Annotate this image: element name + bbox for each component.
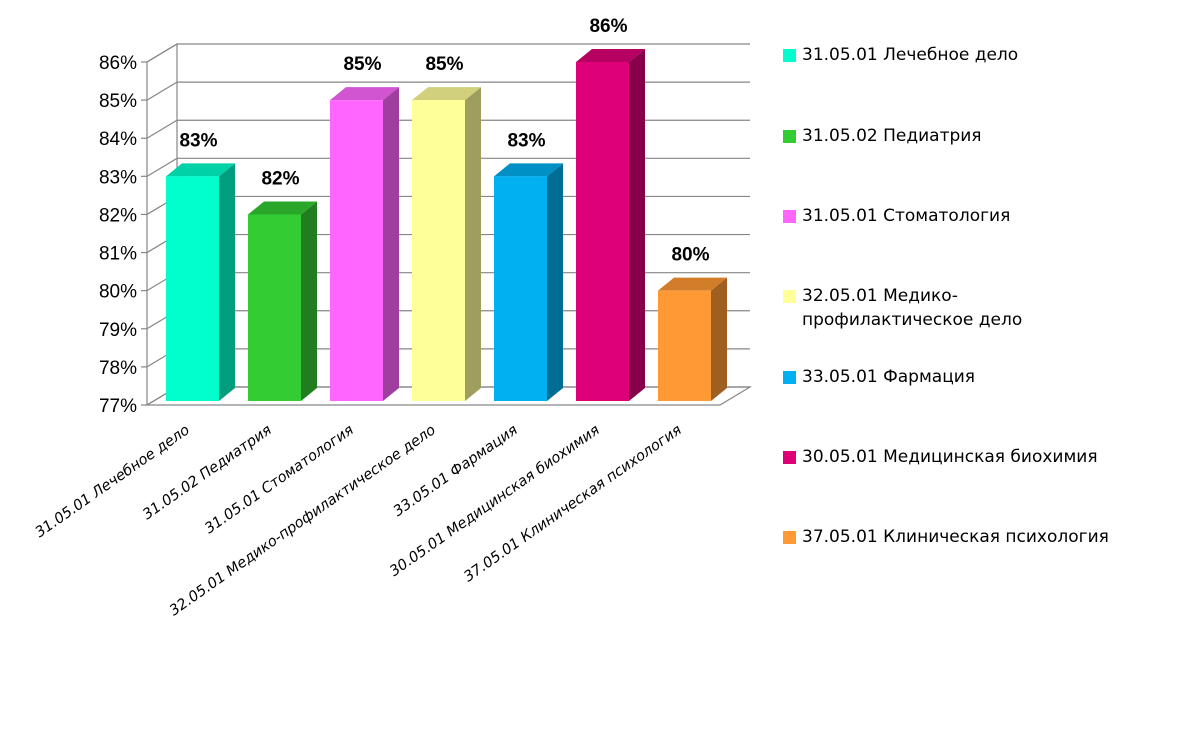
bar — [412, 87, 481, 401]
bar-side — [547, 163, 563, 401]
gridline — [146, 81, 750, 101]
y-tick-label: 86% — [99, 53, 137, 74]
data-label: 83% — [179, 130, 217, 151]
x-tick-label: 31.05.02 Педиатрия — [140, 422, 275, 523]
bar-side — [629, 49, 645, 401]
bar — [330, 87, 399, 401]
data-label: 85% — [343, 54, 381, 75]
gridline — [146, 119, 750, 139]
bar-front — [658, 290, 711, 401]
legend-swatch — [783, 210, 796, 223]
bar — [576, 49, 645, 401]
bar — [494, 163, 563, 401]
legend-label: 31.05.01 Стоматология — [802, 206, 1011, 226]
y-tick-label: 77% — [99, 396, 137, 417]
legend-label: 32.05.01 Медико- профилактическое дело — [802, 286, 1023, 330]
chart-legend: 31.05.01 Лечебное дело 31.05.02 Педиатрия… — [783, 0, 1200, 749]
gridline — [146, 43, 750, 63]
bar-top — [248, 201, 317, 215]
y-tick-label: 84% — [99, 129, 137, 150]
x-tick-label: 31.05.01 Лечебное дело — [33, 422, 193, 541]
bar-side — [219, 163, 235, 401]
bar-top — [494, 163, 563, 177]
legend-item: 31.05.01 Стоматология — [783, 204, 1200, 228]
legend-item: 33.05.01 Фармация — [783, 365, 1200, 389]
bar-top — [330, 87, 399, 101]
legend-label: 31.05.02 Педиатрия — [802, 126, 982, 146]
y-tick-label: 85% — [99, 91, 137, 112]
bar — [248, 201, 317, 401]
legend-swatch — [783, 49, 796, 62]
legend-item: 31.05.01 Лечебное дело — [783, 43, 1200, 67]
legend-item: 30.05.01 Медицинская биохимия — [783, 445, 1200, 469]
legend-item: 31.05.02 Педиатрия — [783, 124, 1200, 148]
data-label: 80% — [671, 245, 709, 266]
legend-item: 32.05.01 Медико- профилактическое дело — [783, 284, 1200, 332]
data-label: 85% — [425, 54, 463, 75]
bar-front — [576, 62, 629, 401]
legend-label: 31.05.01 Лечебное дело — [802, 45, 1019, 65]
legend-label: 30.05.01 Медицинская биохимия — [802, 447, 1098, 467]
bar-side — [301, 201, 317, 401]
bar-side — [383, 87, 399, 401]
chart-bars — [166, 49, 727, 401]
legend-swatch — [783, 290, 796, 303]
bar-side — [711, 277, 727, 401]
bar-chart: 77% 78% 79% 80% 81% 82% 83% 84% 85% 86% 83% 82% 85%… — [33, 16, 753, 619]
legend-label: 37.05.01 Клиническая психология — [802, 527, 1109, 547]
bar-front — [412, 100, 465, 401]
legend-swatch — [783, 371, 796, 384]
bar — [166, 163, 235, 401]
x-tick-label: 31.05.01 Стоматология — [202, 422, 357, 537]
bar-front — [494, 176, 547, 401]
y-tick-label: 78% — [99, 358, 137, 379]
legend-item: 37.05.01 Клиническая психология — [783, 525, 1200, 549]
bar-side — [465, 87, 481, 401]
bar-top — [166, 163, 235, 177]
bar-top — [412, 87, 481, 101]
y-tick-label: 80% — [99, 282, 137, 303]
gridline — [146, 157, 750, 177]
legend-swatch — [783, 130, 796, 143]
y-tick-label: 83% — [99, 167, 137, 188]
bar-top — [576, 49, 645, 62]
bar-front — [166, 176, 219, 401]
legend-swatch — [783, 531, 796, 544]
legend-swatch — [783, 451, 796, 464]
bar-front — [248, 214, 301, 401]
y-axis-ticks: 77% 78% 79% 80% 81% 82% 83% 84% 85% 86% — [99, 53, 137, 417]
bar-top — [658, 277, 727, 291]
data-label: 83% — [507, 130, 545, 151]
bar-front — [330, 100, 383, 401]
legend-label: 33.05.01 Фармация — [802, 367, 976, 387]
y-tick-label: 82% — [99, 205, 137, 226]
data-label: 86% — [589, 16, 627, 37]
data-labels: 83% 82% 85% 85% 83% 86% 80% — [179, 16, 709, 266]
y-tick-label: 81% — [99, 244, 137, 265]
data-label: 82% — [261, 168, 299, 189]
y-tick-label: 79% — [99, 320, 137, 341]
bar — [658, 277, 727, 401]
